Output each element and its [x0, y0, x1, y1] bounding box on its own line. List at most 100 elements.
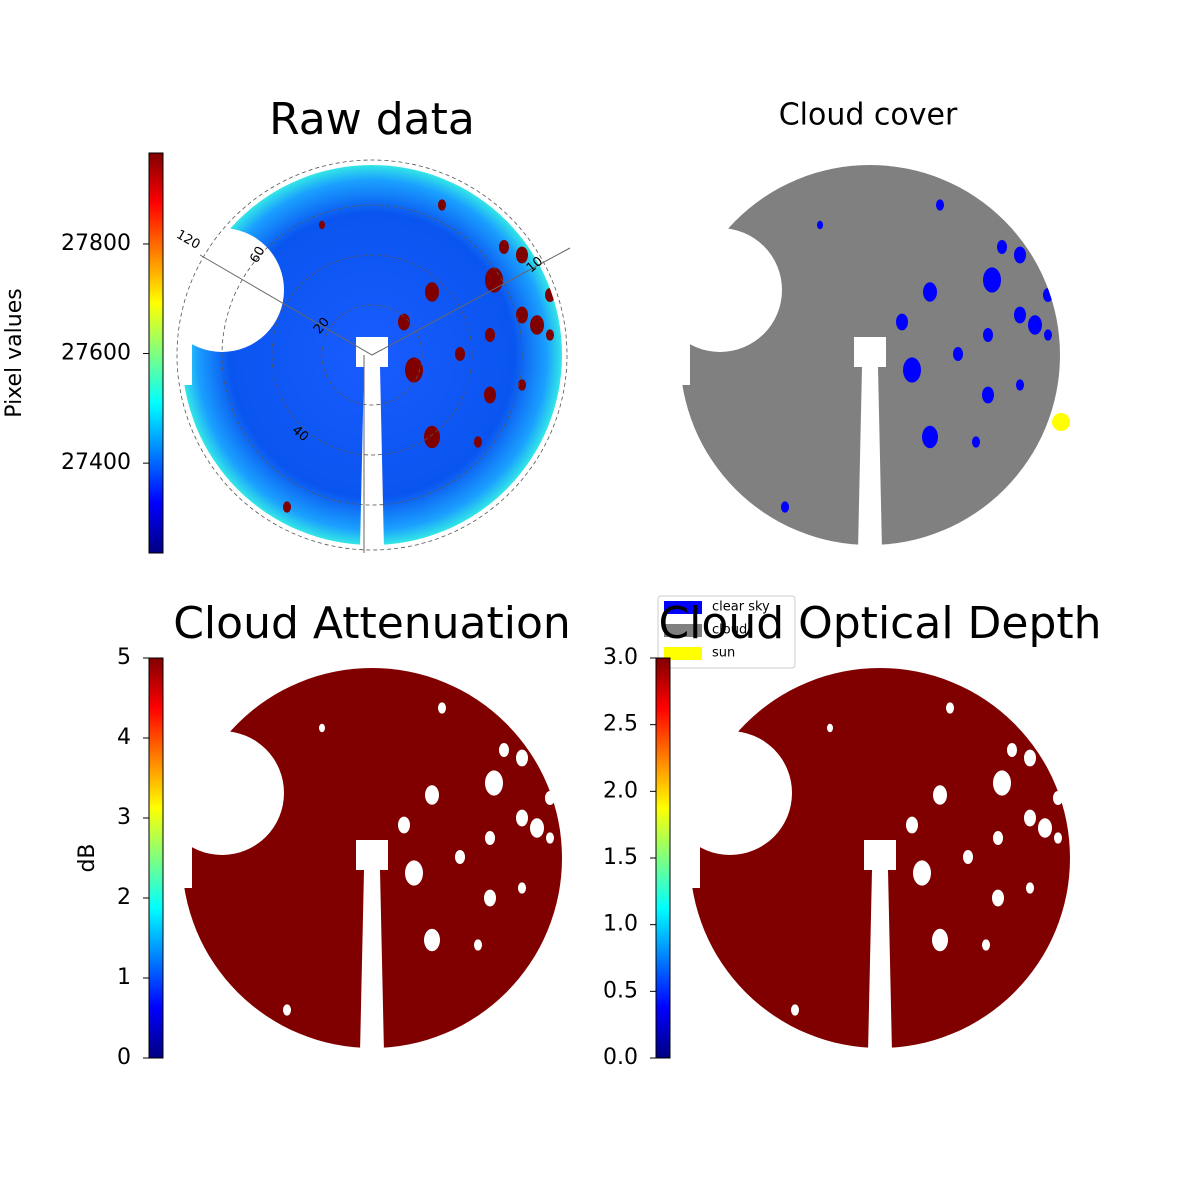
cloud-patch — [474, 436, 482, 448]
cloud-patch — [1007, 743, 1017, 757]
cloud-patch — [485, 328, 495, 342]
polar-grid — [176, 159, 568, 551]
colorbar-tick-label: 0.0 — [603, 1045, 638, 1070]
colorbar-tick-label: 27800 — [61, 231, 131, 256]
colorbar-tick-label: 2.5 — [603, 712, 638, 737]
cloud-patch — [1024, 749, 1036, 767]
cloud-patch — [424, 425, 440, 449]
cloud-patch — [398, 816, 410, 834]
colorbar-tick-label: 2.0 — [603, 778, 638, 803]
cloud-patch — [922, 425, 938, 449]
colorbar — [655, 657, 671, 1059]
cloud-patch — [932, 928, 948, 952]
cloud-patch — [923, 282, 937, 302]
colorbar-tick-label: 2 — [117, 885, 131, 910]
cloud-patch — [424, 928, 440, 952]
legend-label: clear sky — [712, 600, 770, 615]
colorbar-tick-label: 0 — [117, 1045, 131, 1070]
polar-grid — [221, 204, 523, 506]
cloud-patch — [425, 785, 439, 805]
colorbar-tick-label: 27400 — [61, 450, 131, 475]
cloud-patch — [484, 386, 496, 404]
cloud-patch — [546, 329, 554, 341]
image-background — [182, 668, 562, 1048]
cloud-patch — [1024, 809, 1036, 827]
cloud-patch — [518, 882, 526, 894]
cloud-patch — [953, 347, 963, 361]
cloud-patch — [993, 831, 1003, 845]
polar-label: 60 — [247, 244, 268, 266]
colorbar-tick-label: 1.0 — [603, 912, 638, 937]
panel-title: Cloud cover — [779, 98, 958, 133]
legend-label: cloud — [712, 623, 747, 638]
cloud-patch — [933, 785, 947, 805]
cloud-patch — [827, 723, 833, 733]
cloud-patch — [398, 313, 410, 331]
cloud-patch — [545, 288, 555, 302]
colorbar-tick-label: 3 — [117, 805, 131, 830]
cloud-patch — [283, 1004, 291, 1016]
cloud-patch — [545, 791, 555, 805]
cloud-patch — [283, 501, 291, 513]
sun-marker — [1052, 413, 1070, 431]
cloud-patch — [1044, 329, 1052, 341]
cloud-patch — [993, 770, 1011, 796]
colorbar-tick-label: 1 — [117, 965, 131, 990]
legend-swatch — [664, 647, 702, 660]
cloud-patch — [781, 501, 789, 513]
cloud-patch — [485, 831, 495, 845]
cloud-patch — [405, 357, 423, 383]
sky-image — [182, 668, 562, 1048]
cloud-patch — [946, 702, 954, 714]
cloud-patch — [997, 240, 1007, 254]
cloud-patch — [455, 347, 465, 361]
cloud-patch — [1014, 306, 1026, 324]
cloud-patch — [530, 818, 544, 838]
cloud-patch — [972, 436, 980, 448]
cloud-patch — [474, 939, 482, 951]
colorbar-tick-label: 0.5 — [603, 978, 638, 1003]
sky-image — [680, 165, 1060, 545]
cloud-patch — [516, 749, 528, 767]
cloud-patch — [1014, 246, 1026, 264]
panel-title: Cloud Optical Depth — [658, 598, 1101, 649]
legend: clear sky cloud sun — [657, 595, 796, 669]
panel-title: Cloud Attenuation — [173, 598, 571, 649]
colorbar-tick-label: 5 — [117, 645, 131, 670]
cloud-patch — [438, 199, 446, 211]
cloud-patch — [485, 770, 503, 796]
cloud-patch — [499, 743, 509, 757]
cloud-patch — [546, 832, 554, 844]
colorbar-tick-label: 4 — [117, 725, 131, 750]
cloud-patch — [499, 240, 509, 254]
cloud-patch — [438, 702, 446, 714]
polar-grid — [271, 254, 473, 456]
sky-image — [690, 668, 1070, 1048]
image-background — [690, 668, 1070, 1048]
polar-grid — [321, 304, 423, 406]
cloud-patch — [983, 267, 1001, 293]
cloud-patch — [530, 315, 544, 335]
legend-swatch — [664, 624, 702, 637]
colorbar-tick-label: 3.0 — [603, 645, 638, 670]
cloud-patch — [817, 220, 823, 230]
colorbar-label: Pixel values — [2, 288, 27, 417]
image-background — [680, 165, 1060, 545]
cloud-patch — [484, 889, 496, 907]
cloud-patch — [516, 306, 528, 324]
cloud-patch — [1053, 791, 1063, 805]
cloud-patch — [963, 850, 973, 864]
panel-title: Raw data — [269, 94, 475, 145]
cloud-patch — [1038, 818, 1052, 838]
cloud-patch — [936, 199, 944, 211]
colorbar-label: dB — [75, 843, 100, 872]
cloud-patch — [319, 220, 325, 230]
cloud-patch — [982, 386, 994, 404]
cloud-patch — [425, 282, 439, 302]
legend-label: sun — [712, 646, 735, 661]
cloud-patch — [1028, 315, 1042, 335]
cloud-patch — [791, 1004, 799, 1016]
cloud-patch — [455, 850, 465, 864]
cloud-patch — [906, 816, 918, 834]
